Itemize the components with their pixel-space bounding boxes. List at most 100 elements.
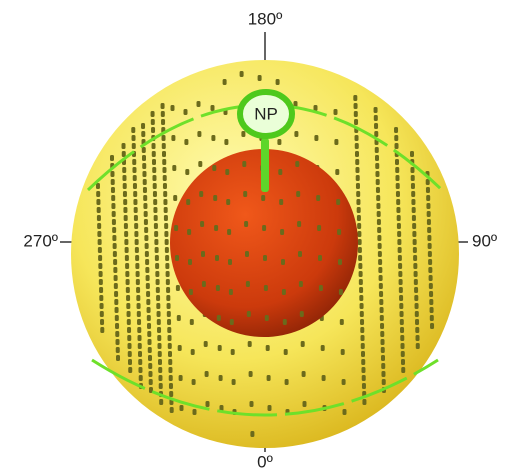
dot xyxy=(148,387,153,393)
dot xyxy=(154,239,159,245)
dot xyxy=(336,199,341,205)
dot xyxy=(426,219,431,225)
dot xyxy=(360,343,365,349)
dot xyxy=(111,203,116,209)
dot xyxy=(413,255,418,261)
dot xyxy=(147,331,152,337)
dot xyxy=(165,279,170,285)
dot xyxy=(147,347,152,353)
dot xyxy=(124,247,129,253)
dot xyxy=(115,347,120,353)
dot xyxy=(174,225,179,231)
dot xyxy=(138,367,143,373)
dot xyxy=(96,207,101,213)
dot xyxy=(413,263,418,269)
dot xyxy=(316,195,321,201)
dot xyxy=(161,135,166,141)
dot xyxy=(175,285,180,291)
dot xyxy=(361,375,366,381)
dot xyxy=(110,171,115,177)
dot xyxy=(397,247,402,253)
dot xyxy=(177,345,182,351)
dot xyxy=(154,255,159,261)
dot xyxy=(301,371,306,377)
dot xyxy=(227,229,232,235)
dot xyxy=(96,215,101,221)
dot xyxy=(275,79,280,85)
dot xyxy=(170,105,175,111)
dot xyxy=(400,343,405,349)
dot xyxy=(398,263,403,269)
dot xyxy=(136,303,141,309)
dot xyxy=(186,199,191,205)
dot xyxy=(153,215,158,221)
dot xyxy=(127,335,132,341)
dot xyxy=(162,167,167,173)
dot xyxy=(158,359,162,365)
dot xyxy=(429,315,434,321)
dot xyxy=(317,225,322,231)
dot xyxy=(216,315,221,321)
dot xyxy=(414,303,419,309)
dot xyxy=(97,239,102,245)
dot xyxy=(357,247,362,253)
dot xyxy=(99,295,104,301)
dot xyxy=(127,327,132,333)
dot xyxy=(143,211,148,217)
dot xyxy=(124,231,129,237)
dot xyxy=(153,207,158,213)
dot xyxy=(318,285,323,291)
dot xyxy=(295,161,300,167)
dot xyxy=(224,139,229,145)
dot xyxy=(169,407,174,413)
dot xyxy=(426,195,431,201)
dot xyxy=(198,161,203,167)
dot xyxy=(192,409,197,415)
dot xyxy=(168,359,173,365)
dot xyxy=(429,291,434,297)
dot xyxy=(314,135,319,141)
dot xyxy=(160,103,165,109)
dot xyxy=(378,259,383,265)
dot xyxy=(373,115,378,121)
dot xyxy=(410,151,414,157)
dot xyxy=(121,151,126,157)
dot xyxy=(167,343,172,349)
dot xyxy=(137,343,142,349)
dot xyxy=(122,191,127,197)
dot xyxy=(146,299,151,305)
dot xyxy=(379,299,384,305)
dot xyxy=(162,159,167,165)
dot xyxy=(100,319,105,325)
dot xyxy=(143,203,148,209)
dot xyxy=(204,371,209,377)
dot xyxy=(378,267,383,273)
dot xyxy=(410,183,415,189)
dot xyxy=(359,287,364,293)
dot xyxy=(356,207,361,213)
dot xyxy=(376,203,381,209)
dot xyxy=(264,315,269,321)
dot xyxy=(168,351,172,357)
dot xyxy=(263,285,268,291)
dot xyxy=(133,191,138,197)
dot xyxy=(374,123,379,129)
dot xyxy=(375,171,380,177)
dot xyxy=(399,295,404,301)
pole-stick xyxy=(261,138,269,192)
dot xyxy=(400,351,405,357)
dot xyxy=(154,247,159,253)
dot xyxy=(161,119,166,125)
dot xyxy=(396,207,401,213)
dot xyxy=(184,139,189,145)
dot xyxy=(156,303,161,309)
dot xyxy=(131,143,136,149)
dot xyxy=(337,229,342,235)
dot xyxy=(377,235,382,241)
dot xyxy=(114,291,119,297)
dot xyxy=(169,391,174,397)
dot xyxy=(113,275,118,281)
dot xyxy=(134,247,139,253)
dot xyxy=(163,191,168,197)
dot xyxy=(398,271,403,277)
